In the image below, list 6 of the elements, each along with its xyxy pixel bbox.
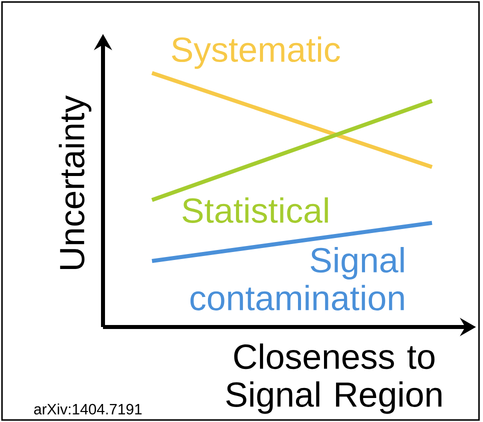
x-axis-title: Closeness to Signal Region <box>226 343 442 414</box>
series-label: Statistical <box>182 197 328 223</box>
y-axis-title: Uncertainty <box>58 95 92 269</box>
series-label: Signal contamination <box>190 247 404 310</box>
series-label: Systematic <box>172 36 340 69</box>
text: arXiv:1404.7191 <box>34 404 142 414</box>
